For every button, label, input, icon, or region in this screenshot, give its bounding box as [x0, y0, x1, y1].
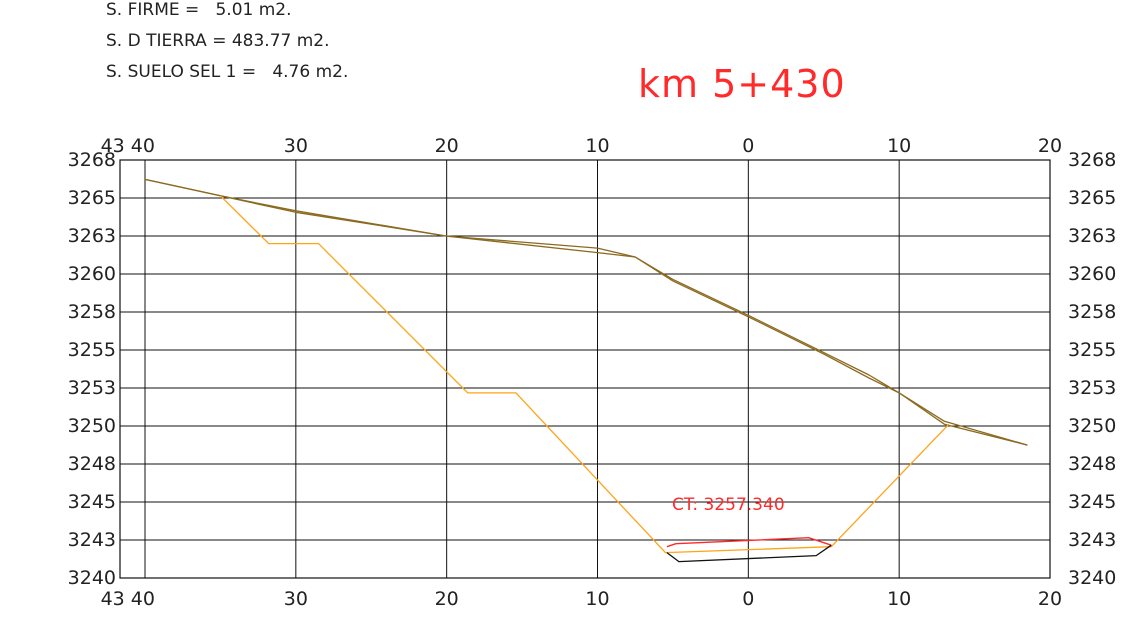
tick-labels: 3268 3268 3265 3265 3263 3263 3260 3260 3258 3258…	[68, 135, 1117, 610]
y-tick-right: 3253	[1068, 377, 1116, 399]
y-tick-left: 3243	[68, 529, 116, 551]
y-tick-left: 3268	[68, 149, 116, 171]
y-tick-left: 3240	[68, 567, 116, 589]
x-tick-bottom: 10	[887, 588, 911, 610]
area-firme-label: S. FIRME =	[106, 0, 200, 20]
x-tick-top: 43 40	[101, 135, 155, 157]
x-tick-top: 20	[435, 135, 459, 157]
station-label: km 5+430	[638, 62, 846, 106]
y-tick-left: 3255	[68, 339, 116, 361]
area-suelo-sel-label: S. SUELO SEL 1 =	[106, 62, 257, 82]
area-firme-value: 5.01 m2.	[215, 0, 292, 20]
y-tick-left: 3250	[68, 415, 116, 437]
y-tick-right: 3245	[1068, 491, 1116, 513]
grid	[119, 159, 1051, 579]
y-tick-right: 3265	[1068, 187, 1116, 209]
x-tick-bottom: 30	[284, 588, 308, 610]
series-subgrade	[666, 544, 832, 563]
y-tick-right: 3243	[1068, 529, 1116, 551]
profile-lines	[144, 178, 1028, 563]
area-suelo-sel-value: 4.76 m2.	[272, 62, 349, 82]
x-tick-bottom: 20	[435, 588, 459, 610]
area-tierra-label: S. D TIERRA =	[106, 31, 227, 51]
y-tick-right: 3248	[1068, 453, 1116, 475]
y-tick-right: 3240	[1068, 567, 1116, 589]
y-tick-left: 3263	[68, 225, 116, 247]
series-terrain_b	[144, 178, 1028, 446]
x-tick-bottom: 10	[585, 588, 609, 610]
y-tick-right: 3260	[1068, 263, 1116, 285]
series-excavation	[219, 195, 950, 554]
x-tick-top: 0	[742, 135, 754, 157]
y-tick-right: 3255	[1068, 339, 1116, 361]
x-tick-top: 10	[585, 135, 609, 157]
y-tick-left: 3248	[68, 453, 116, 475]
y-tick-left: 3265	[68, 187, 116, 209]
area-firme: S. FIRME = 5.01 m2.	[106, 0, 292, 20]
y-tick-right: 3263	[1068, 225, 1116, 247]
area-suelo-sel: S. SUELO SEL 1 = 4.76 m2.	[106, 62, 348, 82]
area-tierra-value: 483.77 m2.	[231, 31, 330, 51]
series-pavement	[666, 537, 832, 548]
y-tick-right: 3268	[1068, 149, 1116, 171]
x-tick-bottom: 0	[742, 588, 754, 610]
y-tick-right: 3258	[1068, 301, 1116, 323]
y-tick-left: 3260	[68, 263, 116, 285]
x-tick-top: 20	[1038, 135, 1062, 157]
x-tick-top: 30	[284, 135, 308, 157]
y-tick-left: 3245	[68, 491, 116, 513]
area-tierra: S. D TIERRA = 483.77 m2.	[106, 31, 330, 51]
x-tick-bottom: 43 40	[101, 588, 155, 610]
plot-frame	[119, 159, 1051, 579]
x-tick-bottom: 20	[1038, 588, 1062, 610]
y-tick-left: 3253	[68, 377, 116, 399]
ct-label: CT: 3257.340	[672, 495, 785, 515]
x-tick-top: 10	[887, 135, 911, 157]
y-tick-right: 3250	[1068, 415, 1116, 437]
y-tick-left: 3258	[68, 301, 116, 323]
